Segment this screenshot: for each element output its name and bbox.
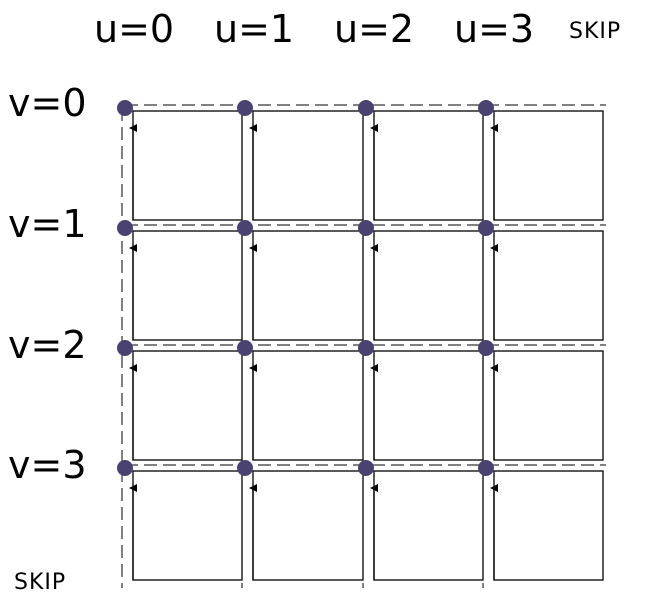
vertex-dot [478, 460, 494, 476]
cell-outline [132, 230, 243, 341]
cell-outline [373, 230, 484, 341]
cell-outline [493, 350, 604, 461]
cell-outline [493, 230, 604, 341]
row-label-v1: v=1 [8, 202, 87, 246]
vertex-dot [358, 100, 374, 116]
vertex-dot [358, 220, 374, 236]
cell-outline [252, 230, 364, 341]
row-label-v0: v=0 [8, 81, 87, 125]
row-label-v3: v=3 [8, 443, 87, 487]
upward-arrows [129, 124, 498, 580]
cell-outline [373, 110, 484, 221]
vertex-dot [117, 460, 133, 476]
column-label-u0: u=0 [94, 7, 175, 51]
vertex-dot [237, 220, 253, 236]
cell-outline [132, 110, 243, 221]
cell-outline [373, 470, 484, 581]
vertex-dot [358, 340, 374, 356]
cell-outline [493, 470, 604, 581]
vertex-dot [478, 100, 494, 116]
vertices [117, 100, 494, 476]
cell-outline [493, 110, 604, 221]
cell-outline [132, 350, 243, 461]
vertex-dot [237, 340, 253, 356]
row-label-v2: v=2 [8, 323, 87, 367]
skip-label-bottom: SKIP [14, 570, 67, 595]
column-label-u3: u=3 [454, 7, 535, 51]
skip-label-top: SKIP [569, 19, 622, 44]
vertex-dot [117, 220, 133, 236]
column-label-u1: u=1 [214, 7, 295, 51]
cell-outline [373, 350, 484, 461]
column-label-u2: u=2 [334, 7, 415, 51]
vertex-dot [117, 340, 133, 356]
vertex-dot [117, 100, 133, 116]
vertex-dot [237, 100, 253, 116]
cell-outline [132, 470, 243, 581]
vertex-dot [237, 460, 253, 476]
vertex-dot [478, 340, 494, 356]
cell-outline [252, 110, 364, 221]
vertex-dot [478, 220, 494, 236]
vertex-dot [358, 460, 374, 476]
cell-outline [252, 350, 364, 461]
cell-outline [252, 470, 364, 581]
